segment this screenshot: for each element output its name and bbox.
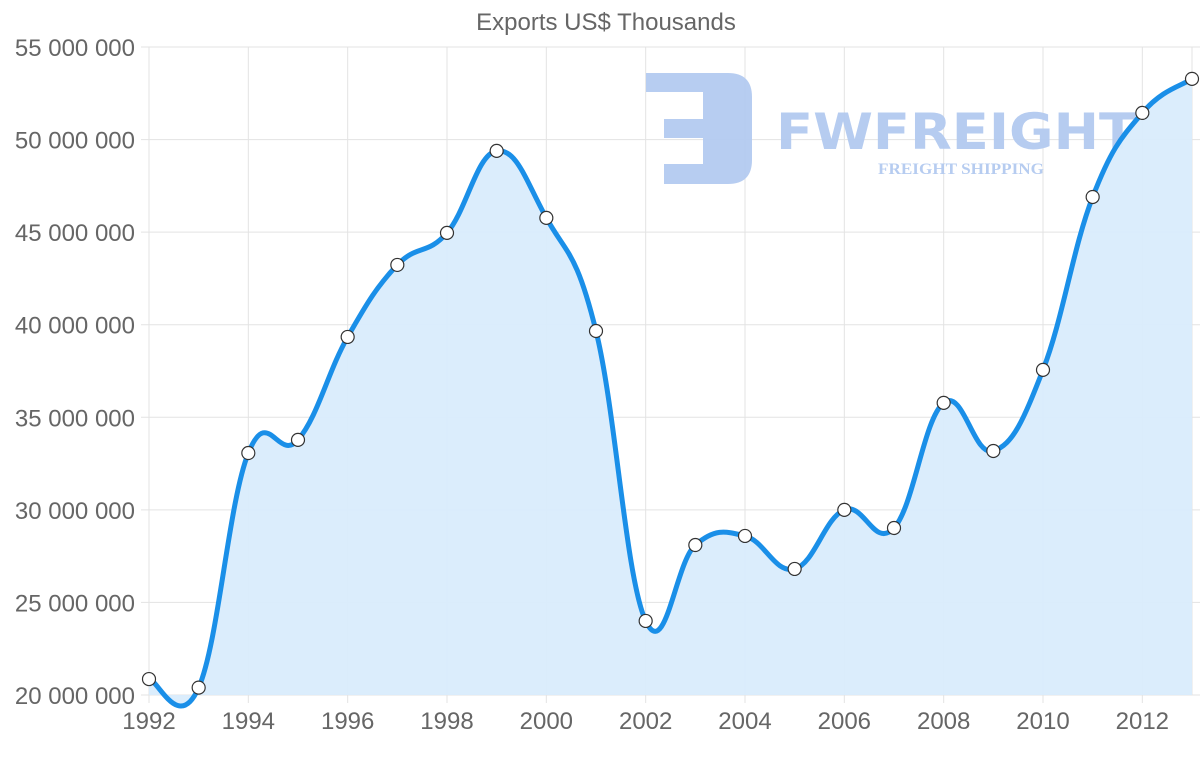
data-point[interactable]: [638, 613, 653, 629]
data-point[interactable]: [1135, 105, 1150, 121]
data-point[interactable]: [986, 443, 1001, 459]
x-tick-label: 2002: [619, 708, 672, 735]
y-tick-label: 30 000 000: [15, 498, 135, 525]
x-axis-ticks: 1992 1994 1996 1998 2000 2002 2004 2006 2008 2010…: [122, 708, 1169, 735]
logo-shape: [646, 73, 752, 184]
data-point[interactable]: [290, 432, 306, 447]
data-point[interactable]: [1085, 189, 1100, 205]
x-tick-label: 2006: [818, 708, 871, 735]
y-axis-ticks: 20 000 000 25 000 000 30 000 000 35 000 000…: [15, 35, 135, 710]
x-tick-label: 1994: [222, 708, 275, 735]
x-tick-label: 2004: [718, 708, 771, 735]
data-point[interactable]: [241, 445, 256, 461]
data-point[interactable]: [936, 395, 951, 410]
y-tick-label: 45 000 000: [15, 220, 135, 247]
y-tick-label: 55 000 000: [15, 35, 135, 62]
data-point[interactable]: [191, 680, 206, 695]
y-tick-label: 40 000 000: [15, 313, 135, 340]
y-tick-label: 50 000 000: [15, 128, 135, 155]
x-tick-label: 2010: [1016, 708, 1069, 735]
data-points: [141, 71, 1200, 695]
data-point[interactable]: [737, 528, 753, 544]
watermark-tagline: FREIGHT SHIPPING: [878, 161, 1045, 178]
watermark-logo: FWFREIGHT FREIGHT SHIPPING: [646, 73, 1136, 184]
data-point[interactable]: [588, 323, 604, 339]
data-point[interactable]: [439, 225, 455, 240]
data-point[interactable]: [1184, 71, 1200, 86]
data-point[interactable]: [787, 561, 802, 577]
x-tick-label: 2008: [917, 708, 970, 735]
data-point[interactable]: [390, 257, 405, 273]
x-tick-label: 2000: [520, 708, 573, 735]
data-point[interactable]: [340, 329, 355, 345]
y-tick-label: 20 000 000: [15, 683, 135, 710]
data-point[interactable]: [688, 537, 703, 553]
data-point[interactable]: [837, 502, 852, 517]
fwfreight-logo-icon: [646, 73, 752, 184]
data-point[interactable]: [539, 210, 554, 225]
chart-title: Exports US$ Thousands: [476, 9, 736, 36]
data-point[interactable]: [489, 143, 504, 158]
data-point[interactable]: [141, 671, 157, 687]
x-tick-label: 1996: [321, 708, 374, 735]
area-fill: [149, 78, 1192, 707]
x-tick-label: 1998: [420, 708, 473, 735]
watermark-brand: FWFREIGHT: [776, 103, 1136, 161]
y-tick-label: 35 000 000: [15, 405, 135, 432]
data-point[interactable]: [886, 520, 902, 536]
x-tick-label: 2012: [1116, 708, 1169, 735]
x-tick-label: 1992: [122, 708, 175, 735]
y-tick-label: 25 000 000: [15, 590, 135, 617]
data-point[interactable]: [1035, 362, 1051, 377]
